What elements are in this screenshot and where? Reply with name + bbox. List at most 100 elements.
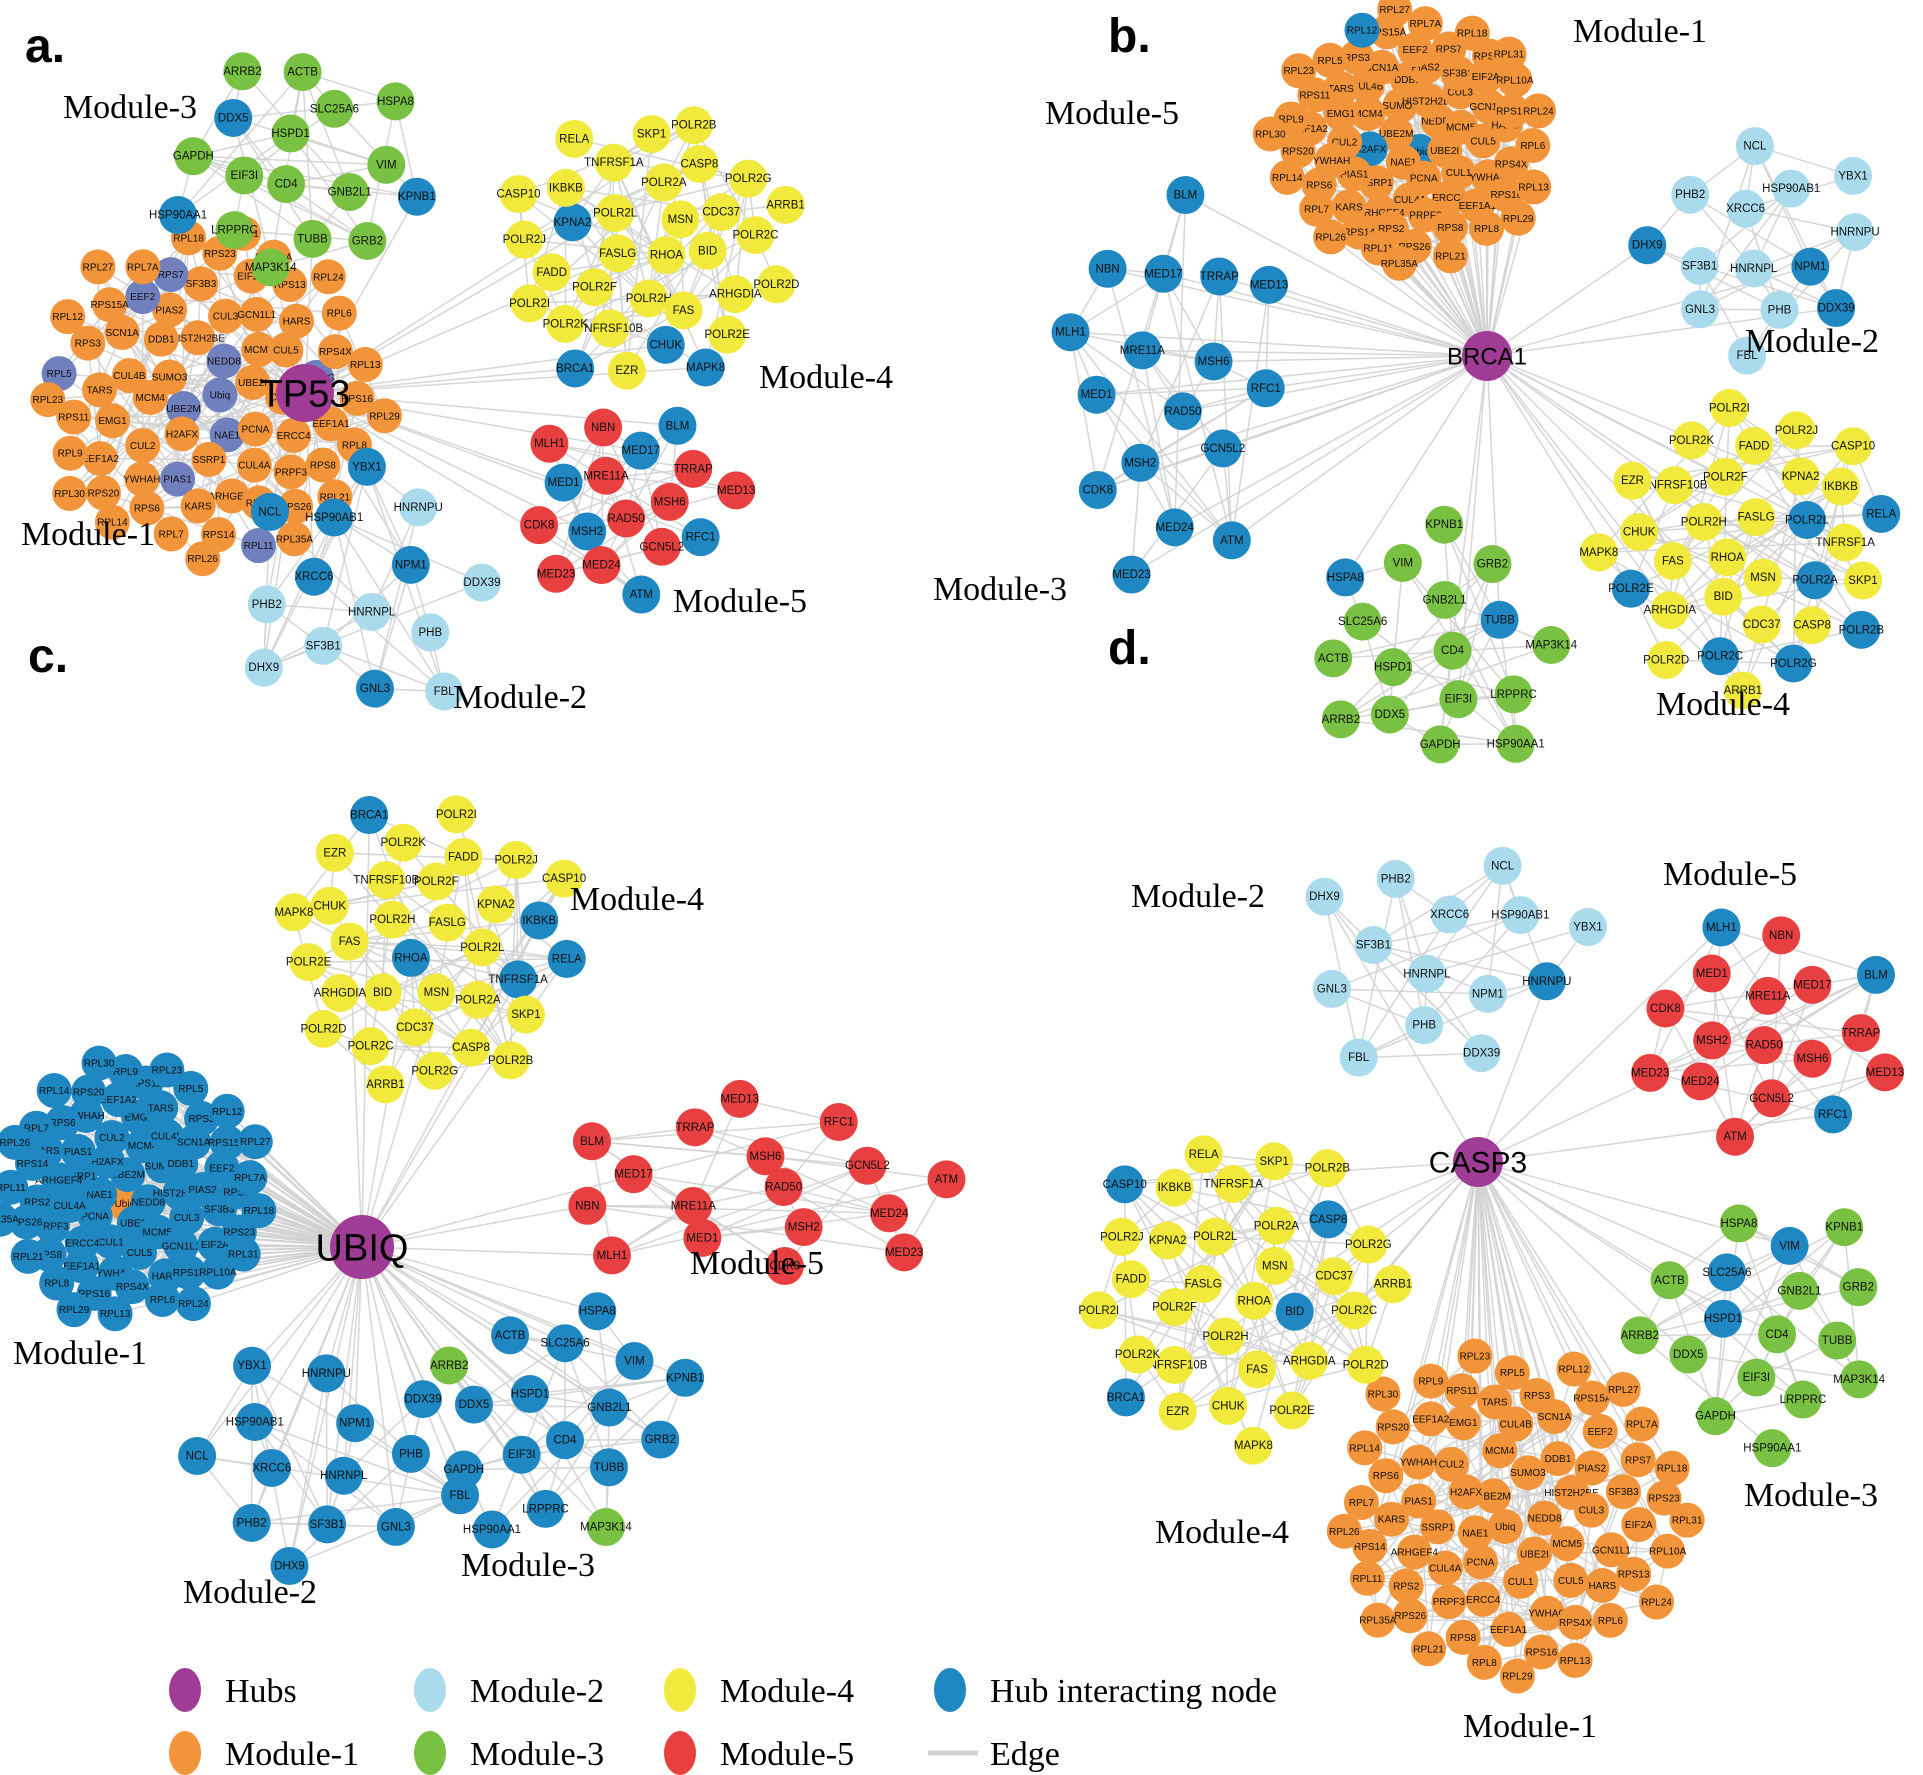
node-SKP1 <box>506 995 545 1034</box>
node-label-GNL3: GNL3 <box>381 1521 411 1533</box>
edge <box>1719 629 1862 657</box>
node-label-DDX5: DDX5 <box>1375 709 1406 721</box>
node-label-CDK8: CDK8 <box>1082 484 1113 496</box>
node-RPL21 <box>1432 238 1468 274</box>
node-label-MED13: MED13 <box>1866 1067 1904 1079</box>
node-RPL7A <box>1407 6 1443 42</box>
node-POLR2E <box>289 943 328 982</box>
node-label-ERCC4: ERCC4 <box>277 431 311 442</box>
node-ARHGEF4 <box>1396 1534 1432 1570</box>
edge <box>193 155 387 166</box>
node-EEF1A2 <box>100 1082 136 1118</box>
node-label-NCL: NCL <box>186 1450 210 1462</box>
node-label-HARS: HARS <box>283 317 311 328</box>
node-RPL13 <box>1557 1642 1593 1678</box>
node-label-ATM: ATM <box>1723 1131 1746 1143</box>
node-KARS <box>1373 1501 1409 1537</box>
node-label-SSRP1: SSRP1 <box>1360 178 1393 189</box>
edge <box>1323 896 1483 1054</box>
hub-edge <box>1330 236 1488 357</box>
node-label-RPL11: RPL11 <box>1363 243 1393 254</box>
node-MAP3K14 <box>1532 625 1571 664</box>
node-label-KPNB1: KPNB1 <box>398 191 436 203</box>
edge <box>301 72 314 239</box>
node-label-CUL1: CUL1 <box>1446 168 1472 179</box>
node-RPS26 <box>9 1204 45 1240</box>
node-label-RELA: RELA <box>552 953 582 965</box>
node-label-TUBB: TUBB <box>1484 614 1515 626</box>
edge <box>1699 231 1856 310</box>
node-label-SSRP1: SSRP1 <box>64 1172 97 1183</box>
edge <box>1173 1225 1278 1366</box>
node-ACTB <box>1650 1261 1689 1300</box>
edge <box>1357 878 1397 1058</box>
node-SF3B3 <box>1605 1474 1641 1510</box>
node-label-MAPK8: MAPK8 <box>1234 1440 1273 1452</box>
node-label-TARS: TARS <box>1482 1397 1508 1408</box>
node-label-RPS7: RPS7 <box>223 1187 250 1198</box>
node-RPL29 <box>366 398 402 434</box>
node-DDX39 <box>1817 289 1856 328</box>
node-label-TNFRSF10B: TNFRSF10B <box>1142 1360 1208 1372</box>
node-POLR2K <box>1118 1335 1157 1374</box>
node-label-ARRB1: ARRB1 <box>1724 685 1762 697</box>
node-label-CUL2: CUL2 <box>99 1133 125 1144</box>
node-MSH6 <box>1194 342 1233 381</box>
legend-label-module-1: Module-1 <box>225 1736 359 1773</box>
edge <box>1811 486 1842 626</box>
node-label-RPS11: RPS11 <box>131 1078 162 1089</box>
node-label-RPS26: RPS26 <box>11 1218 43 1229</box>
node-label-SLC25A6: SLC25A6 <box>1702 1267 1751 1279</box>
node-label-HSP90AA1: HSP90AA1 <box>463 1524 521 1536</box>
edge <box>538 468 694 526</box>
module-label-d-module-2: Module-2 <box>1131 878 1265 915</box>
node-label-GCN1L1: GCN1L1 <box>237 310 276 321</box>
node-label-ATM: ATM <box>1220 535 1243 547</box>
node-label-MRE11A: MRE11A <box>1745 990 1790 1002</box>
node-label-POLR2B: POLR2B <box>1839 624 1885 636</box>
edge <box>602 427 663 548</box>
edge <box>263 517 335 668</box>
node-label-POLR2G: POLR2G <box>411 1065 458 1077</box>
node-GCN1L1 <box>163 1228 199 1264</box>
node-DDX39 <box>1462 1034 1501 1073</box>
node-SSRP1 <box>1420 1509 1456 1545</box>
node-label-PCNA: PCNA <box>1467 1557 1495 1568</box>
node-CDK8 <box>1078 470 1117 509</box>
node-MRE11A <box>587 456 626 495</box>
node-CUL5 <box>121 1234 157 1270</box>
node-label-HSP90AA1: HSP90AA1 <box>149 210 207 222</box>
node-label-POLR2C: POLR2C <box>732 230 778 242</box>
node-MCM4 <box>132 379 168 415</box>
node-RELA <box>555 119 594 158</box>
node-label-CD4: CD4 <box>553 1435 577 1447</box>
node-IKBKB <box>546 168 585 207</box>
node-MED1 <box>1692 954 1731 993</box>
node-CHUK <box>646 325 685 364</box>
node-label-MAP3K14: MAP3K14 <box>580 1522 632 1534</box>
node-NAE1 <box>209 417 245 453</box>
node-label-CUL4B: CUL4B <box>1500 1420 1533 1431</box>
node-RPL21 <box>1411 1631 1447 1667</box>
node-label-GAPDH: GAPDH <box>173 151 214 163</box>
edge <box>1098 1309 1258 1370</box>
edge <box>322 645 445 693</box>
node-label-RPL18: RPL18 <box>244 1206 275 1217</box>
node-TUBB <box>1818 1321 1857 1360</box>
node-label-GAPDH: GAPDH <box>1420 739 1461 751</box>
node-label-RPL9: RPL9 <box>1279 114 1304 125</box>
node-label-EEF1A1: EEF1A1 <box>1490 1625 1528 1636</box>
node-RPL18 <box>1454 15 1490 51</box>
node-POLR2A <box>1257 1206 1296 1245</box>
node-label-CHUK: CHUK <box>1212 1400 1245 1412</box>
node-MED23 <box>1631 1053 1670 1092</box>
node-label-MAP3K14: MAP3K14 <box>245 262 297 274</box>
edge <box>1788 1245 1860 1380</box>
node-ARRB1 <box>1373 1265 1412 1304</box>
node-TNFRSF10B <box>367 861 406 900</box>
node-POLR2E <box>708 315 747 354</box>
node-label-YWHAH: YWHAH <box>67 1111 104 1122</box>
node-HNRNPL <box>1407 954 1446 993</box>
node-TRRAP <box>1200 257 1239 296</box>
node-label-PIAS1: PIAS1 <box>1405 1496 1434 1507</box>
